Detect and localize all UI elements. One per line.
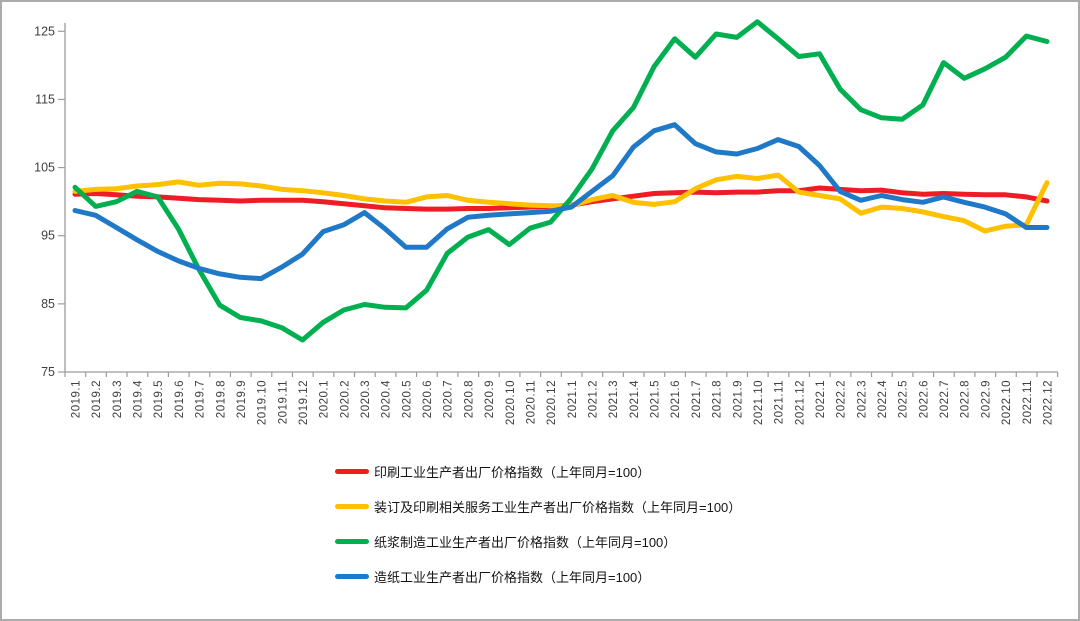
x-axis-label: 2020.4 [381,380,393,418]
x-axis-label: 2022.11 [1022,380,1034,424]
x-axis-label: 2020.1 [319,380,331,418]
x-axis-label: 2021.12 [794,380,806,425]
legend-label: 纸浆制造工业生产者出厂价格指数（上年同月=100） [374,535,677,550]
series-line-papermaking [72,122,1050,282]
y-axis-label: 95 [41,229,55,243]
x-axis-label: 2021.5 [650,380,662,418]
x-axis-label: 2022.9 [980,380,992,418]
x-axis-label: 2022.2 [836,380,848,418]
legend: 印刷工业生产者出厂价格指数（上年同月=100） 装订及印刷相关服务工业生产者出厂价… [335,454,741,594]
legend-item-papermaking: 造纸工业生产者出厂价格指数（上年同月=100） [335,559,741,594]
x-axis-label: 2020.11 [525,380,537,424]
x-axis-label: 2021.2 [588,380,600,418]
legend-item-binding-services: 装订及印刷相关服务工业生产者出厂价格指数（上年同月=100） [335,489,741,524]
x-axis-label: 2020.10 [505,380,517,425]
x-axis-label: 2021.10 [753,380,765,425]
x-axis-label: 2019.10 [257,380,269,425]
x-axis-label: 2020.8 [463,380,475,418]
legend-swatch-pulp-manufacturing [335,539,369,544]
x-axis-label: 2021.4 [629,380,641,418]
legend-label: 印刷工业生产者出厂价格指数（上年同月=100） [374,465,651,480]
series-line-binding-services [72,172,1050,234]
x-axis-label: 2019.1 [71,380,83,418]
y-axis-label: 105 [34,161,55,175]
x-axis-label: 2019.4 [133,380,145,418]
x-axis-label: 2020.9 [484,380,496,418]
x-axis-label: 2021.9 [732,380,744,418]
x-axis-label: 2019.7 [195,380,207,418]
x-axis-label: 2022.7 [939,380,951,418]
x-axis-label: 2022.6 [918,380,930,418]
x-axis-label: 2021.1 [567,380,579,418]
x-axis-label: 2020.5 [401,380,413,418]
x-axis-label: 2019.11 [277,380,289,424]
legend-label: 造纸工业生产者出厂价格指数（上年同月=100） [374,570,651,585]
x-axis-label: 2019.6 [174,380,186,418]
x-axis-label: 2021.3 [608,380,620,418]
x-axis-label: 2022.1 [815,380,827,418]
x-axis-label: 2019.9 [236,380,248,418]
x-axis-label: 2022.8 [960,380,972,418]
legend-label: 装订及印刷相关服务工业生产者出厂价格指数（上年同月=100） [374,500,742,515]
y-axis-label: 75 [41,365,55,379]
x-axis-label: 2019.12 [298,380,310,425]
x-axis-label: 2020.7 [443,380,455,418]
x-axis-label: 2020.12 [546,380,558,425]
legend-swatch-binding-services [335,504,369,509]
x-axis-label: 2021.8 [712,380,724,418]
x-axis-label: 2022.5 [898,380,910,418]
x-axis-label: 2021.11 [774,380,786,424]
x-axis-label: 2019.2 [91,380,103,418]
y-axis-label: 85 [41,297,55,311]
y-axis-label: 125 [34,24,55,38]
x-axis-label: 2019.3 [112,380,124,418]
x-axis-label: 2020.2 [339,380,351,418]
x-axis-label: 2022.12 [1042,380,1054,425]
legend-item-pulp-manufacturing: 纸浆制造工业生产者出厂价格指数（上年同月=100） [335,524,741,559]
x-axis-label: 2021.7 [691,380,703,418]
legend-swatch-printing [335,469,369,474]
x-axis-label: 2020.3 [360,380,372,418]
y-axis-label: 115 [35,92,55,106]
legend-swatch-papermaking [335,574,369,579]
x-axis-label: 2019.5 [153,380,165,418]
legend-item-printing: 印刷工业生产者出厂价格指数（上年同月=100） [335,454,741,489]
x-axis-label: 2019.8 [215,380,227,418]
x-axis-label: 2022.3 [856,380,868,418]
x-axis-label: 2022.10 [1001,380,1013,425]
x-axis-label: 2020.6 [422,380,434,418]
x-axis-label: 2022.4 [877,380,889,418]
x-axis-label: 2021.6 [670,380,682,418]
